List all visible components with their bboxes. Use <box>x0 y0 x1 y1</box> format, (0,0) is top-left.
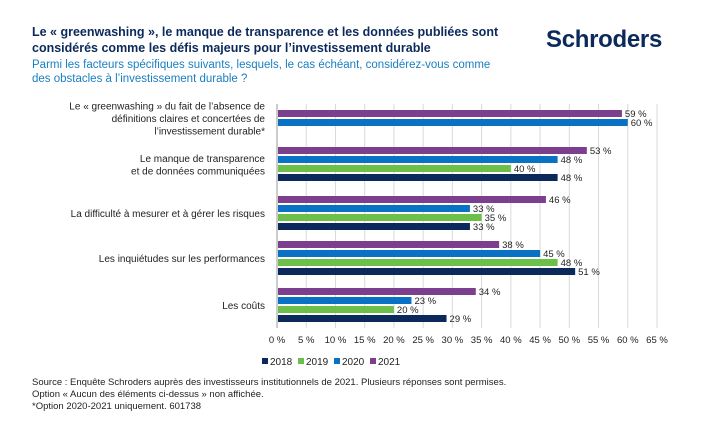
data-label: 34 % <box>479 287 501 298</box>
data-label: 60 % <box>631 118 653 129</box>
legend-label: 2020 <box>342 357 365 368</box>
bar-2021 <box>278 147 587 154</box>
data-label: 59 % <box>625 109 647 120</box>
category-label: Les coûts <box>222 301 265 312</box>
x-tick-label: 55 % <box>588 335 610 346</box>
bar-2020 <box>278 297 412 304</box>
data-label: 33 % <box>473 222 495 233</box>
x-tick-label: 15 % <box>354 335 376 346</box>
x-tick-label: 65 % <box>646 335 668 346</box>
legend-swatch-2018 <box>262 358 268 364</box>
data-label: 35 % <box>485 213 507 224</box>
x-tick-label: 20 % <box>383 335 405 346</box>
bar-2020 <box>278 119 628 126</box>
bar-2018 <box>278 315 447 322</box>
data-label: 40 % <box>514 164 536 175</box>
bar-2021 <box>278 288 476 295</box>
footer-asterisk-note: *Option 2020-2021 uniquement. 601738 <box>32 401 202 412</box>
data-label: 48 % <box>561 173 583 184</box>
data-label: 45 % <box>543 249 565 260</box>
category-label: La difficulté à mesurer et à gérer les r… <box>71 209 265 220</box>
bar-2019 <box>278 214 482 221</box>
x-tick-label: 10 % <box>325 335 347 346</box>
legend-label: 2018 <box>270 357 293 368</box>
data-label: 20 % <box>397 305 419 316</box>
category-label: l’investissement durable* <box>154 127 265 138</box>
bar-2018 <box>278 174 558 181</box>
category-label: Les inquiétudes sur les performances <box>99 254 265 265</box>
bar-2019 <box>278 306 394 313</box>
data-label: 46 % <box>549 195 571 206</box>
bar-2021 <box>278 196 546 203</box>
x-tick-label: 50 % <box>558 335 580 346</box>
x-tick-label: 35 % <box>471 335 493 346</box>
footer-source: Source : Enquête Schroders auprès des in… <box>32 377 507 388</box>
bar-2019 <box>278 165 511 172</box>
data-label: 23 % <box>414 296 436 307</box>
x-tick-label: 45 % <box>529 335 551 346</box>
category-label: Le manque de transparence <box>140 154 266 165</box>
data-label: 38 % <box>502 240 524 251</box>
bar-2021 <box>278 241 500 248</box>
data-label: 48 % <box>561 155 583 166</box>
chart-subtitle: Parmi les facteurs spécifiques suivants,… <box>32 59 491 85</box>
schroders-logo: Schroders <box>546 26 663 53</box>
category-label: Le « greenwashing » du fait de l’absence… <box>69 102 265 113</box>
bar-2020 <box>278 156 558 163</box>
category-label: définitions claires et concertées de <box>112 114 266 125</box>
bar-2020 <box>278 250 541 257</box>
bar-2018 <box>278 268 576 275</box>
data-label: 53 % <box>590 146 612 157</box>
legend-swatch-2020 <box>334 358 340 364</box>
chart-title: Le « greenwashing », le manque de transp… <box>32 25 499 55</box>
legend-swatch-2021 <box>370 358 376 364</box>
bar-2020 <box>278 205 470 212</box>
x-tick-label: 40 % <box>500 335 522 346</box>
x-tick-label: 25 % <box>412 335 434 346</box>
data-label: 48 % <box>561 258 583 269</box>
category-label: et de données communiquées <box>131 166 265 177</box>
footer-option-note: Option « Aucun des éléments ci-dessus » … <box>32 389 264 400</box>
bar-2019 <box>278 259 558 266</box>
bar-2021 <box>278 110 622 117</box>
x-tick-label: 5 % <box>298 335 315 346</box>
legend-swatch-2019 <box>298 358 304 364</box>
legend-label: 2019 <box>306 357 329 368</box>
x-tick-label: 0 % <box>269 335 286 346</box>
bar-2018 <box>278 223 470 230</box>
data-label: 29 % <box>450 314 472 325</box>
data-label: 51 % <box>578 267 600 278</box>
legend-label: 2021 <box>378 357 401 368</box>
x-tick-label: 60 % <box>617 335 639 346</box>
x-tick-label: 30 % <box>442 335 464 346</box>
footer-notes: Source : Enquête Schroders auprès des in… <box>32 377 506 413</box>
data-label: 33 % <box>473 204 495 215</box>
